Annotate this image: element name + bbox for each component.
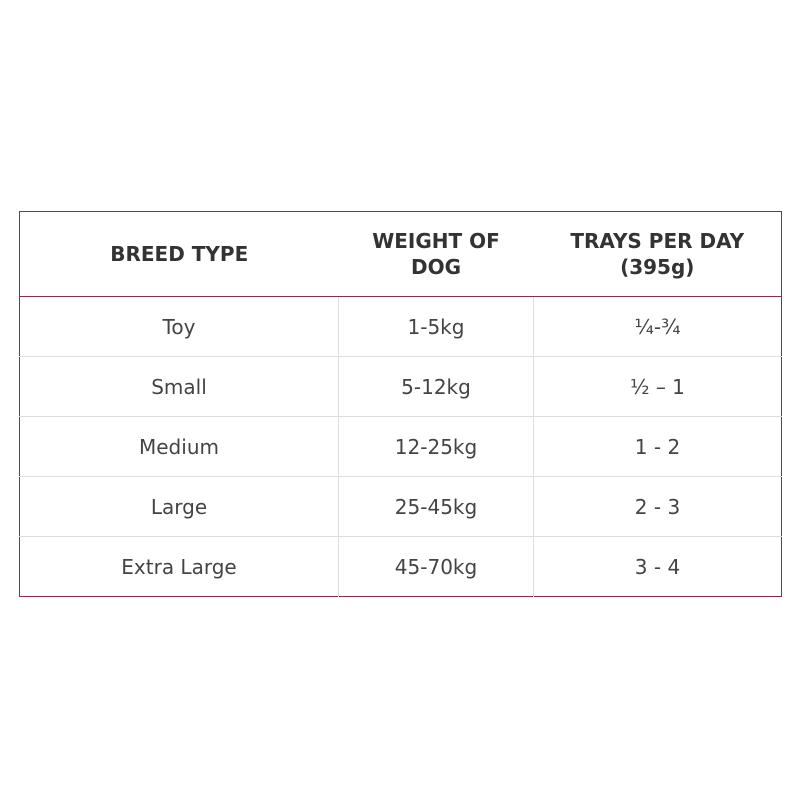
table-row: Medium 12-25kg 1 - 2 [19,416,782,477]
table-cell: ¼-¾ [533,296,782,357]
header-cell: TRAYS PER DAY (395g) [533,211,782,297]
table-cell: 12-25kg [338,416,534,477]
table-cell: Toy [19,296,339,357]
table-cell: 1 - 2 [533,416,782,477]
table-cell: 45-70kg [338,536,534,597]
table-cell: 2 - 3 [533,476,782,537]
table-cell: 3 - 4 [533,536,782,597]
table-cell: Large [19,476,339,537]
header-cell: BREED TYPE [19,211,339,297]
table-cell: 5-12kg [338,356,534,417]
feeding-table: BREED TYPE WEIGHT OF DOG TRAYS PER DAY (39… [19,211,782,597]
table-cell: Medium [19,416,339,477]
table-cell: Extra Large [19,536,339,597]
table-row: Toy 1-5kg ¼-¾ [19,296,782,357]
table-row: Large 25-45kg 2 - 3 [19,476,782,537]
table-cell: ½ – 1 [533,356,782,417]
table-body: Toy 1-5kg ¼-¾ Small 5-12kg ½ – 1 Medium 12-25kg… [19,296,782,597]
table-cell: Small [19,356,339,417]
table-row: Extra Large 45-70kg 3 - 4 [19,536,782,597]
header-row: BREED TYPE WEIGHT OF DOG TRAYS PER DAY (39… [19,211,782,297]
table-row: Small 5-12kg ½ – 1 [19,356,782,417]
table-cell: 1-5kg [338,296,534,357]
table-cell: 25-45kg [338,476,534,537]
header-cell: WEIGHT OF DOG [338,211,534,297]
